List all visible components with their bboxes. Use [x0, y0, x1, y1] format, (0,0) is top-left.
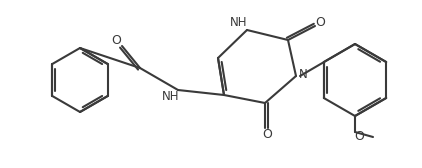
Text: O: O [262, 128, 272, 140]
Text: NH: NH [162, 90, 180, 102]
Text: N: N [299, 68, 307, 80]
Text: O: O [354, 131, 364, 143]
Text: O: O [111, 34, 121, 48]
Text: NH: NH [230, 15, 248, 29]
Text: O: O [315, 16, 325, 30]
